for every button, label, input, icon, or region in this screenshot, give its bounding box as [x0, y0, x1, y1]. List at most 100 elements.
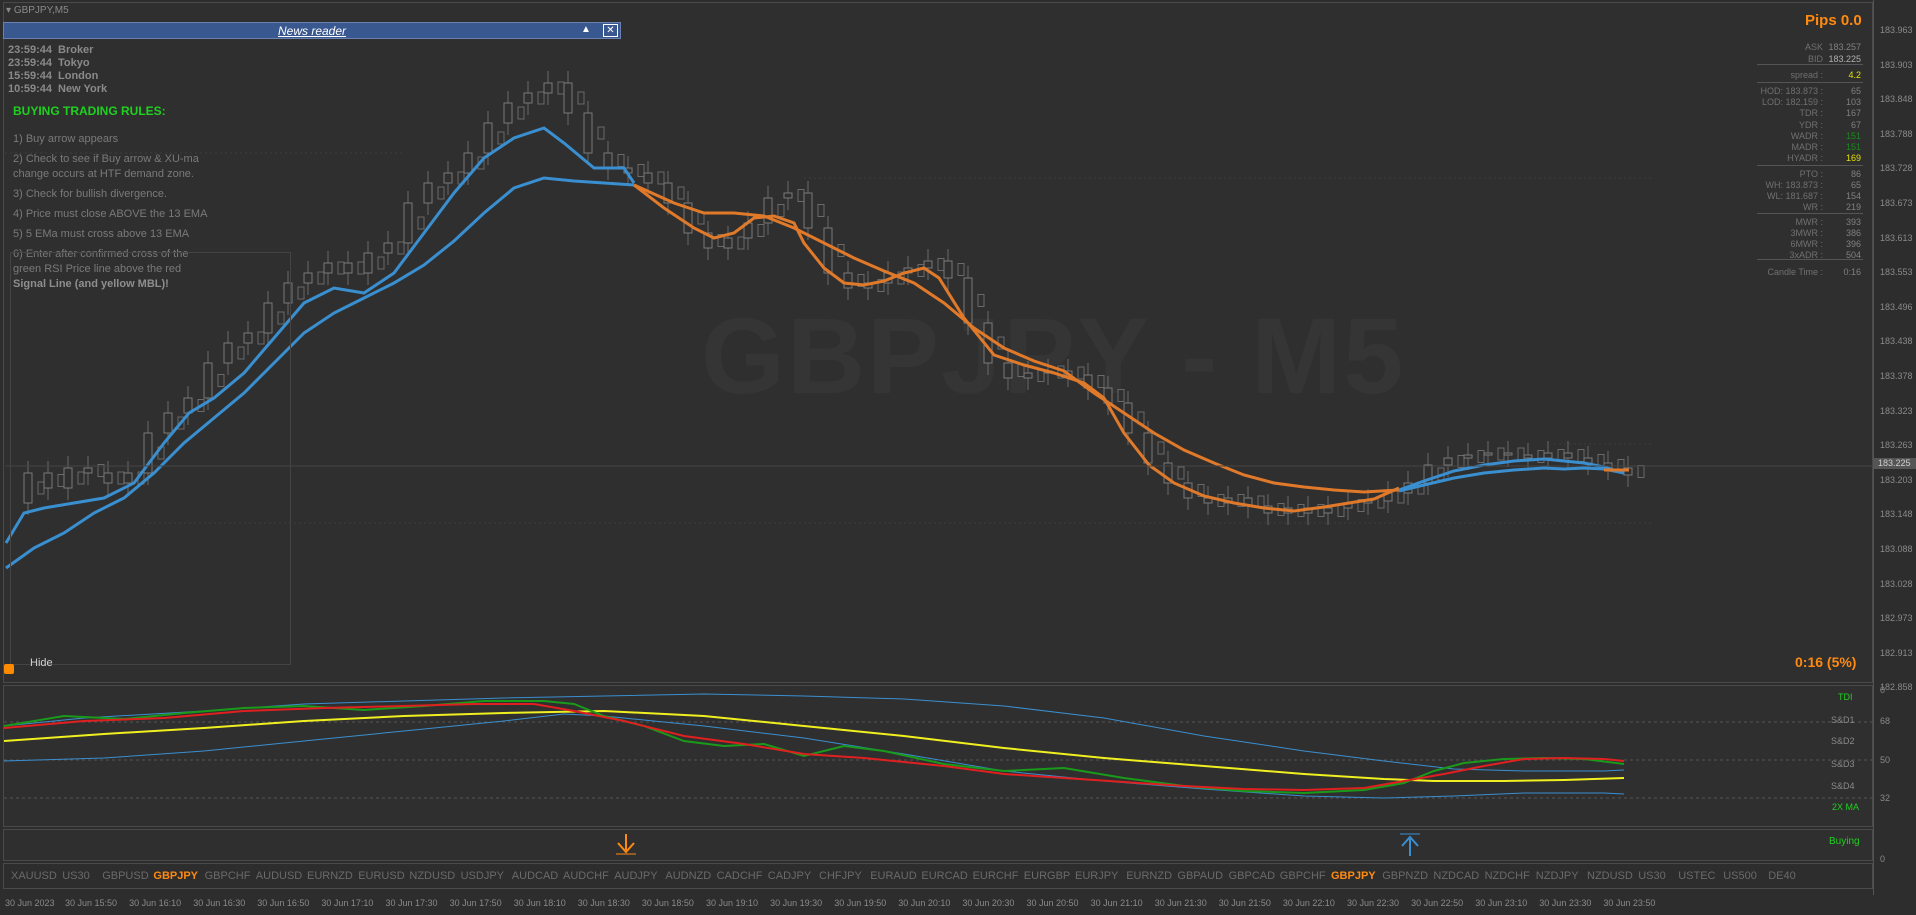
symbol-tab-gbpchf[interactable]: GBPCHF: [204, 870, 251, 882]
time-axis-label: 30 Jun 19:10: [706, 898, 759, 908]
price-axis-label: 183.613: [1880, 232, 1913, 243]
candle-body: [937, 258, 945, 271]
candle-body: [1477, 450, 1485, 463]
current-price-tag: 183.225: [1874, 458, 1916, 469]
symbol-tab-eurnzd[interactable]: EURNZD: [1126, 870, 1173, 882]
volatility-band-upper: [4, 693, 1625, 772]
symbol-tab-nzdjpy[interactable]: NZDJPY: [1535, 870, 1579, 882]
symbol-tab-cadjpy[interactable]: CADJPY: [767, 870, 812, 882]
symbol-tab-eurcad[interactable]: EURCAD: [921, 870, 968, 882]
time-axis-label: 30 Jun 16:30: [193, 898, 246, 908]
candle-body: [337, 261, 345, 275]
candle-body: [817, 204, 825, 217]
symbol-tab-gbpaud[interactable]: GBPAUD: [1177, 870, 1224, 882]
info-label: WL: 181.687 :: [1766, 191, 1823, 201]
price-axis[interactable]: 183.963 183.903 183.848 183.788 183.728 183.6…: [1873, 0, 1916, 895]
symbol-tab-chfjpy[interactable]: CHFJPY: [819, 870, 862, 882]
candle-body: [1637, 465, 1645, 478]
symbol-tab-us30[interactable]: US30: [1638, 870, 1666, 882]
price-axis-label: 183.848: [1880, 94, 1913, 105]
candle-body: [803, 192, 813, 229]
pips-counter: Pips 0.0: [1805, 12, 1862, 29]
info-row: MADR : 151: [1757, 142, 1863, 153]
candle-body: [1323, 507, 1333, 514]
tdi-canvas[interactable]: [4, 686, 1874, 828]
ema-fast-line: [1398, 457, 1625, 492]
candle-body: [557, 81, 565, 95]
news-reader-title[interactable]: News reader: [278, 24, 347, 38]
symbol-tab-eurnzd[interactable]: EURNZD: [307, 870, 353, 882]
symbol-tab-us500[interactable]: US500: [1723, 870, 1757, 882]
tdi-level-label: S&D4: [1831, 781, 1855, 791]
hide-label[interactable]: Hide: [30, 657, 53, 669]
candle-body: [597, 126, 605, 140]
symbol-tab-gbpcad[interactable]: GBPCAD: [1228, 870, 1276, 882]
price-chart-canvas[interactable]: [4, 3, 1874, 684]
news-reader-bar[interactable]: News reader ▲ ✕: [3, 22, 621, 39]
symbol-tab-audnzd[interactable]: AUDNZD: [665, 870, 712, 882]
symbol-tab-us30[interactable]: US30: [62, 870, 90, 882]
symbol-tab-nzdchf[interactable]: NZDCHF: [1484, 870, 1530, 882]
info-value: 219: [1845, 202, 1861, 212]
clock-city: London: [58, 70, 99, 82]
time-axis-label: 30 Jun 21:50: [1218, 898, 1271, 908]
ema-slow-line: [633, 183, 1400, 494]
symbol-tab-euraud[interactable]: EURAUD: [870, 870, 917, 882]
symbol-tab-eurgbp[interactable]: EURGBP: [1023, 870, 1071, 882]
info-value: 393: [1845, 217, 1861, 227]
price-axis-label: 183.728: [1880, 163, 1913, 174]
candle-body: [1003, 362, 1013, 379]
symbol-tab-audcad[interactable]: AUDCAD: [511, 870, 559, 882]
symbol-tab-gbpnzd[interactable]: GBPNZD: [1382, 870, 1429, 882]
close-box-icon[interactable]: ✕: [603, 24, 618, 37]
symbol-tab-eurjpy[interactable]: EURJPY: [1075, 870, 1119, 882]
symbol-tab-gbpjpy[interactable]: GBPJPY: [1331, 870, 1376, 882]
symbol-tab-nzdcad[interactable]: NZDCAD: [1433, 870, 1480, 882]
info-row: WL: 181.687 : 154: [1757, 191, 1863, 202]
info-value: 183.257: [1828, 42, 1861, 52]
info-value: 151: [1845, 142, 1861, 152]
price-axis-label: 183.438: [1880, 336, 1913, 347]
price-chart-pane[interactable]: GBPJPY - M5: [3, 2, 1874, 684]
symbol-tab-ustec[interactable]: USTEC: [1678, 870, 1716, 882]
tdi-indicator-pane[interactable]: [3, 685, 1874, 828]
symbol-tab-xauusd[interactable]: XAUUSD: [11, 870, 57, 882]
candle-body: [77, 471, 85, 485]
symbol-tab-gbpusd[interactable]: GBPUSD: [102, 870, 149, 882]
symbol-tab-audjpy[interactable]: AUDJPY: [614, 870, 658, 882]
symbol-tab-eurchf[interactable]: EURCHF: [972, 870, 1019, 882]
signal-arrow-pane[interactable]: [3, 829, 1873, 861]
symbol-tab-de40[interactable]: DE40: [1768, 870, 1796, 882]
symbol-tab-audchf[interactable]: AUDCHF: [563, 870, 609, 882]
symbol-tab-nzdusd[interactable]: NZDUSD: [409, 870, 456, 882]
hide-toggle-button[interactable]: [4, 664, 14, 674]
price-axis-label: 182.973: [1880, 613, 1913, 624]
triangle-up-icon[interactable]: ▲: [581, 24, 591, 35]
candle-body: [963, 277, 973, 324]
symbol-tab-cadchf[interactable]: CADCHF: [716, 870, 763, 882]
candle-body: [1483, 452, 1493, 456]
info-label: ASK: [1804, 42, 1823, 52]
info-row: LOD: 182.159 : 103: [1757, 97, 1863, 108]
info-separator: [1757, 165, 1863, 166]
window-menu-icon[interactable]: ▾: [6, 5, 14, 16]
candle-body: [263, 302, 273, 334]
candle-body: [577, 91, 585, 105]
symbol-tab-eurusd[interactable]: EURUSD: [358, 870, 405, 882]
clock-time: 10:59:44: [8, 83, 53, 95]
symbol-tab-nzdusd[interactable]: NZDUSD: [1587, 870, 1633, 882]
time-axis-label: 30 Jun 18:50: [641, 898, 694, 908]
candle-body: [763, 197, 773, 224]
clock-time: 23:59:44: [8, 44, 53, 56]
symbol-tab-audusd[interactable]: AUDUSD: [255, 870, 303, 882]
candle-body: [1517, 447, 1525, 461]
price-axis-label: 183.323: [1880, 405, 1913, 416]
clock-row: 15:59:44 London: [8, 70, 107, 83]
time-axis-label: 30 Jun 17:10: [321, 898, 374, 908]
symbol-tab-gbpjpy[interactable]: GBPJPY: [153, 870, 199, 882]
symbol-tab-usdjpy[interactable]: USDJPY: [460, 870, 504, 882]
time-axis-label: 30 Jun 19:50: [834, 898, 887, 908]
candle-body: [657, 171, 665, 185]
symbol-tab-gbpchf[interactable]: GBPCHF: [1279, 870, 1326, 882]
